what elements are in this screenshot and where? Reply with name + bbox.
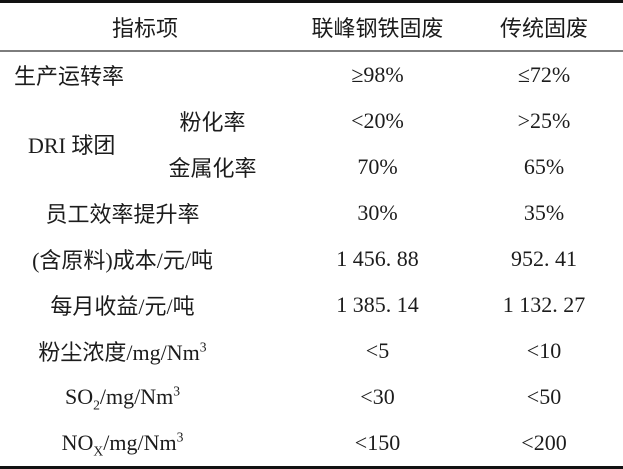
row-label-nox: NOX/mg/Nm3 <box>61 429 184 459</box>
value-production-lianfeng: ≥98% <box>351 62 404 87</box>
header-indicator: 指标项 <box>0 1 291 52</box>
value-efficiency-traditional: 35% <box>523 200 565 225</box>
value-pulverization-lianfeng: <20% <box>351 108 404 133</box>
table-row-monthly-income: 每月收益/元/吨 1 385. 14 1 132. 27 <box>0 282 623 328</box>
superscript-cubic: 3 <box>173 383 181 399</box>
row-label-pulverization-rate: 粉化率 <box>179 110 246 135</box>
value-pulverization-traditional: >25% <box>517 108 571 133</box>
table-body: 生产运转率 ≥98% ≤72% DRI 球团 粉化率 <20% >25% 金属化… <box>0 51 623 468</box>
header-lianfeng-solid-waste: 联峰钢铁固废 <box>290 1 466 52</box>
superscript-cubic: 3 <box>199 339 207 355</box>
row-group-dri-pellet: DRI 球团 <box>28 133 116 158</box>
value-metallization-lianfeng: 70% <box>357 154 398 179</box>
subscript-x: X <box>93 443 104 459</box>
value-so2-traditional: <50 <box>526 384 562 409</box>
row-label-dust-concentration: 粉尘浓度/mg/Nm3 <box>38 339 207 365</box>
superscript-cubic: 3 <box>176 429 184 445</box>
table-row-dri-metallization: 金属化率 70% 65% <box>0 144 623 190</box>
value-production-traditional: ≤72% <box>517 62 571 87</box>
row-label-so2: SO2/mg/Nm3 <box>64 383 181 413</box>
value-dust-traditional: <10 <box>526 338 562 363</box>
row-label-cost: (含原料)成本/元/吨 <box>32 248 213 273</box>
value-so2-lianfeng: <30 <box>360 384 395 409</box>
subscript-2: 2 <box>93 397 100 413</box>
table-row-so2: SO2/mg/Nm3 <30 <50 <box>0 374 623 420</box>
value-nox-lianfeng: <150 <box>354 430 401 455</box>
row-label-production-rate: 生产运转率 <box>14 64 125 89</box>
row-label-staff-efficiency: 员工效率提升率 <box>45 202 200 227</box>
value-efficiency-lianfeng: 30% <box>357 200 398 225</box>
table-row-nox: NOX/mg/Nm3 <150 <200 <box>0 420 623 468</box>
value-income-traditional: 1 132. 27 <box>502 292 586 317</box>
table-row-staff-efficiency: 员工效率提升率 30% 35% <box>0 190 623 236</box>
value-income-lianfeng: 1 385. 14 <box>336 292 419 317</box>
table-row-production-rate: 生产运转率 ≥98% ≤72% <box>0 51 623 98</box>
row-label-monthly-income: 每月收益/元/吨 <box>50 294 195 319</box>
value-metallization-traditional: 65% <box>523 154 565 179</box>
value-dust-lianfeng: <5 <box>365 338 390 363</box>
table-row-dust-concentration: 粉尘浓度/mg/Nm3 <5 <10 <box>0 328 623 374</box>
table-row-dri-pulverization: DRI 球团 粉化率 <20% >25% <box>0 98 623 158</box>
table-row-cost: (含原料)成本/元/吨 1 456. 88 952. 41 <box>0 236 623 282</box>
row-label-metallization-rate: 金属化率 <box>168 156 257 181</box>
value-cost-lianfeng: 1 456. 88 <box>336 246 419 271</box>
table-header: 指标项 联峰钢铁固废 传统固废 <box>0 1 623 52</box>
header-row: 指标项 联峰钢铁固废 传统固废 <box>0 1 623 52</box>
value-nox-traditional: <200 <box>521 430 567 455</box>
value-cost-traditional: 952. 41 <box>511 246 578 271</box>
header-traditional-solid-waste: 传统固废 <box>465 1 623 52</box>
